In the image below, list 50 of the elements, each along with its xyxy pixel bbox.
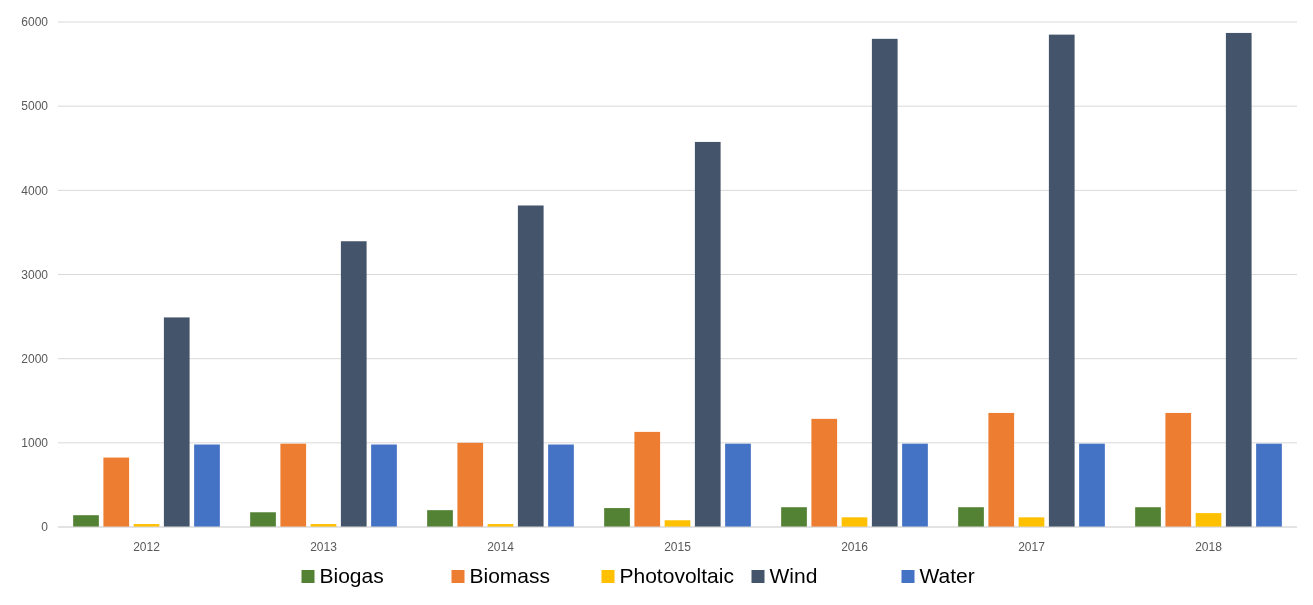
bar — [811, 418, 838, 527]
bar — [548, 444, 574, 527]
x-tick-label: 2016 — [841, 540, 869, 554]
bar — [1256, 443, 1282, 527]
y-tick-label: 2000 — [21, 351, 49, 366]
y-tick-label: 1000 — [21, 436, 49, 451]
x-tick-label: 2015 — [664, 540, 692, 554]
bar — [427, 510, 453, 527]
y-tick-label: 0 — [41, 520, 49, 535]
bar — [1165, 412, 1192, 527]
legend-label: Biogas — [319, 564, 384, 587]
bar — [371, 444, 397, 527]
bar — [1225, 32, 1252, 527]
bar — [902, 443, 928, 527]
bar — [1048, 34, 1075, 527]
bar — [517, 205, 544, 527]
bar — [871, 38, 898, 527]
bar — [781, 507, 807, 527]
bar — [958, 507, 984, 527]
y-tick-label: 3000 — [21, 267, 49, 282]
bar — [634, 431, 661, 527]
x-tick-label: 2013 — [310, 540, 338, 554]
bar — [1079, 443, 1105, 527]
y-tick-label: 4000 — [21, 183, 49, 198]
bar — [1135, 507, 1161, 527]
bar — [457, 442, 484, 527]
x-tick-label: 2012 — [133, 540, 161, 554]
bar — [1195, 513, 1222, 527]
y-tick-label: 5000 — [21, 99, 49, 114]
bar — [194, 444, 220, 527]
x-tick-label: 2018 — [1195, 540, 1223, 554]
bar — [340, 241, 367, 527]
y-tick-label: 6000 — [21, 15, 49, 30]
bar — [604, 508, 630, 527]
bar — [1018, 517, 1045, 527]
bar — [280, 443, 307, 527]
bar — [988, 412, 1015, 527]
x-tick-label: 2014 — [487, 540, 515, 554]
x-tick-label: 2017 — [1018, 540, 1046, 554]
legend-label: Photovoltaic — [619, 564, 734, 587]
bar — [103, 457, 130, 527]
bar — [163, 317, 190, 527]
bar — [694, 141, 721, 527]
legend-label: Biomass — [469, 564, 551, 587]
legend-label: Water — [919, 564, 975, 587]
bar — [250, 512, 276, 527]
legend-label: Wind — [769, 564, 818, 587]
bar — [73, 515, 99, 527]
bar — [725, 443, 751, 527]
bar — [841, 517, 868, 527]
